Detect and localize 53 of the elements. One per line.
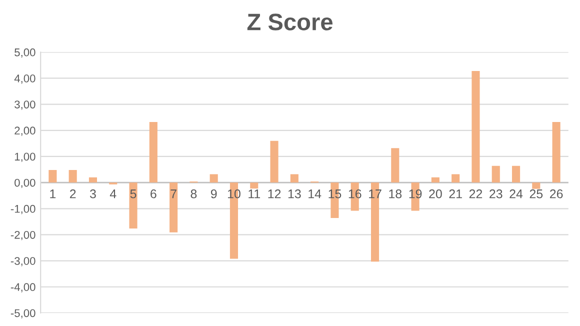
bar bbox=[512, 166, 520, 183]
bar bbox=[68, 170, 77, 183]
bar bbox=[88, 177, 98, 183]
y-tick-label: 2,00 bbox=[14, 126, 36, 136]
y-tick-label: 0,00 bbox=[14, 178, 36, 188]
x-tick-label: 23 bbox=[490, 189, 502, 198]
x-tick-label: 6 bbox=[150, 189, 156, 198]
y-tick-label: 1,00 bbox=[14, 152, 36, 162]
y-tick-label: -5,00 bbox=[10, 309, 36, 318]
y-tick-label: -1,00 bbox=[10, 204, 36, 214]
bar bbox=[170, 182, 178, 232]
x-tick-label: 24 bbox=[510, 189, 523, 198]
x-tick-label: 20 bbox=[429, 189, 442, 198]
bar bbox=[532, 182, 540, 189]
bar bbox=[552, 122, 560, 183]
y-tick-label: 4,00 bbox=[14, 74, 36, 84]
x-tick-label: 25 bbox=[530, 189, 543, 198]
x-tick-label: 4 bbox=[110, 190, 116, 198]
x-tick-label: 12 bbox=[268, 189, 281, 198]
x-tick-label: 14 bbox=[308, 190, 322, 198]
x-tick-label: 5 bbox=[130, 190, 136, 198]
x-tick-label: 3 bbox=[90, 189, 96, 198]
y-tick-label: -4,00 bbox=[10, 283, 36, 292]
y-tick-label: 5,00 bbox=[14, 48, 36, 58]
x-tick-label: 22 bbox=[469, 189, 482, 198]
y-tick-label: 3,00 bbox=[14, 100, 36, 110]
bar bbox=[230, 182, 238, 259]
bar bbox=[149, 122, 158, 183]
bar bbox=[452, 174, 460, 183]
bar bbox=[431, 177, 440, 183]
x-tick-label: 9 bbox=[210, 189, 217, 198]
x-tick-label: 18 bbox=[389, 189, 402, 198]
bar bbox=[270, 140, 278, 183]
x-tick-label: 8 bbox=[190, 189, 197, 198]
bar bbox=[370, 182, 380, 262]
x-tick-label: 26 bbox=[550, 189, 563, 198]
bar bbox=[129, 182, 138, 228]
y-tick-label: -2,00 bbox=[10, 230, 36, 240]
bar bbox=[210, 174, 218, 183]
x-tick-label: 7 bbox=[170, 190, 176, 198]
bar bbox=[472, 70, 480, 183]
bar bbox=[250, 182, 258, 189]
x-tick-label: 2 bbox=[70, 189, 76, 198]
bar bbox=[391, 148, 400, 183]
x-tick-label: 1 bbox=[50, 190, 56, 198]
x-tick-label: 11 bbox=[248, 190, 260, 198]
chart-title: Z Score bbox=[247, 14, 332, 30]
x-tick-label: 21 bbox=[449, 189, 462, 198]
x-tick-label: 13 bbox=[288, 189, 301, 198]
bar bbox=[48, 170, 57, 183]
bar bbox=[492, 166, 500, 183]
bar bbox=[290, 174, 298, 183]
y-tick-label: -3,00 bbox=[10, 257, 36, 266]
